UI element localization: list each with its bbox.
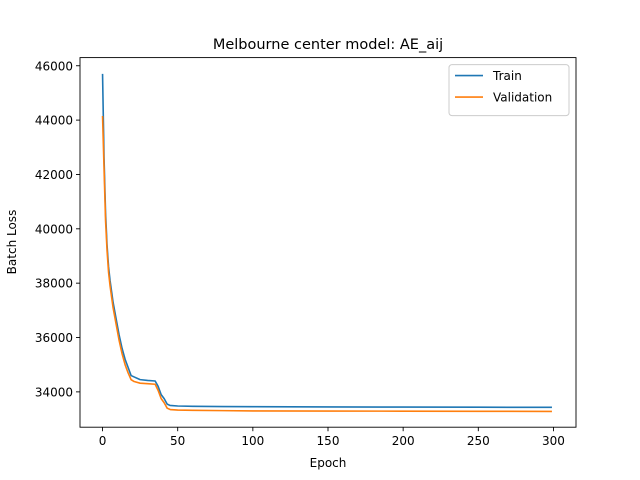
y-tick-label: 40000 [35,222,73,236]
x-axis-label: Epoch [310,456,347,470]
x-tick-label: 150 [317,434,340,448]
plot-area [101,73,552,413]
x-axis: 0 50 100 150 200 250 300 [99,427,565,448]
x-tick-label: 300 [542,434,565,448]
x-tick-label: 250 [467,434,490,448]
y-tick-label: 42000 [35,168,73,182]
x-tick-label: 0 [99,434,107,448]
y-axis: 34000 36000 38000 40000 42000 44000 46000 [35,59,80,399]
legend: Train Validation [448,64,570,117]
series-line-validation [101,116,552,413]
x-tick-label: 100 [241,434,264,448]
x-tick-label: 200 [392,434,415,448]
legend-label-train: Train [492,69,522,83]
y-tick-label: 34000 [35,385,73,399]
y-tick-label: 38000 [35,277,73,291]
chart-title: Melbourne center model: AE_aij [213,37,443,53]
y-tick-label: 44000 [35,114,73,128]
legend-box [448,64,570,117]
x-tick-label: 50 [170,434,185,448]
legend-label-validation: Validation [493,91,552,105]
y-axis-label: Batch Loss [5,210,19,275]
y-tick-label: 46000 [35,59,73,73]
y-tick-label: 36000 [35,331,73,345]
